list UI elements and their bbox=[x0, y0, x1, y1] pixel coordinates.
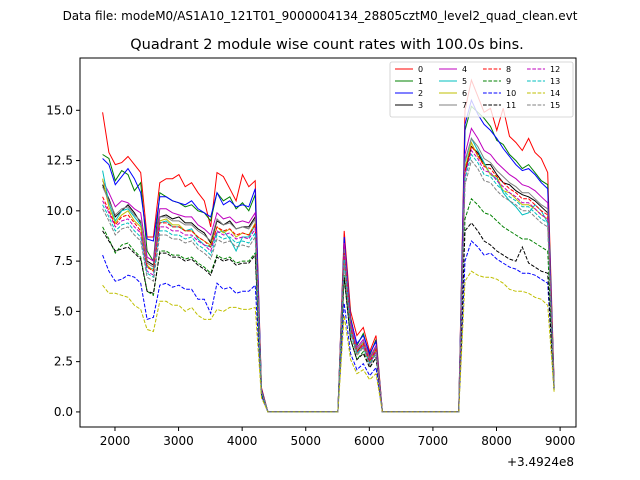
series-line-14 bbox=[102, 270, 555, 413]
x-offset-label: +3.4924e8 bbox=[507, 455, 574, 469]
legend-label-11: 11 bbox=[506, 101, 516, 110]
series-line-10 bbox=[102, 240, 555, 413]
legend-label-9: 9 bbox=[506, 77, 511, 86]
x-tick-label: 7000 bbox=[418, 434, 449, 448]
series-line-15 bbox=[102, 159, 555, 413]
legend-label-8: 8 bbox=[506, 65, 511, 74]
series-line-8 bbox=[102, 145, 555, 413]
x-tick-label: 2000 bbox=[100, 434, 131, 448]
x-tick-label: 3000 bbox=[163, 434, 194, 448]
y-tick-label: 7.5 bbox=[54, 254, 73, 268]
axes-frame bbox=[79, 57, 577, 428]
x-axis: 2000 3000 4000 5000 6000 7000 8000 9000 bbox=[100, 427, 576, 448]
x-tick-label: 9000 bbox=[545, 434, 576, 448]
y-tick-label: 5.0 bbox=[54, 304, 73, 318]
chart-suptitle: Data file: modeM0/AS1A10_121T01_90000041… bbox=[63, 9, 578, 23]
legend-label-6: 6 bbox=[462, 89, 467, 98]
legend-label-2: 2 bbox=[418, 89, 423, 98]
legend-label-7: 7 bbox=[462, 101, 467, 110]
series-line-13 bbox=[102, 153, 555, 413]
legend-label-3: 3 bbox=[418, 101, 423, 110]
series-line-9 bbox=[102, 197, 555, 413]
legend-label-4: 4 bbox=[462, 65, 467, 74]
series-line-12 bbox=[102, 149, 555, 413]
legend-box bbox=[389, 61, 574, 118]
chart-title: Quadrant 2 module wise count rates with … bbox=[130, 37, 524, 53]
legend-label-14: 14 bbox=[550, 89, 560, 98]
y-tick-label: 10.0 bbox=[46, 204, 73, 218]
x-tick-label: 4000 bbox=[227, 434, 258, 448]
y-tick-label: 12.5 bbox=[46, 154, 73, 168]
y-tick-label: 0.0 bbox=[54, 405, 73, 419]
legend-label-10: 10 bbox=[506, 89, 516, 98]
y-tick-label: 2.5 bbox=[54, 355, 73, 369]
x-tick-label: 8000 bbox=[481, 434, 512, 448]
x-tick-label: 6000 bbox=[354, 434, 385, 448]
x-tick-label: 5000 bbox=[290, 434, 321, 448]
legend-label-1: 1 bbox=[418, 77, 423, 86]
legend-label-13: 13 bbox=[550, 77, 560, 86]
series-line-0 bbox=[102, 78, 555, 413]
series-line-5 bbox=[102, 137, 555, 413]
series-lines bbox=[102, 78, 555, 413]
legend-label-5: 5 bbox=[462, 77, 467, 86]
y-axis: 0.0 2.5 5.0 7.5 10.0 12.5 15.0 bbox=[46, 103, 80, 419]
series-line-11 bbox=[102, 222, 555, 413]
legend-label-0: 0 bbox=[418, 65, 423, 74]
legend-label-12: 12 bbox=[550, 65, 560, 74]
y-tick-label: 15.0 bbox=[46, 103, 73, 117]
legend-label-15: 15 bbox=[550, 101, 560, 110]
series-line-3 bbox=[102, 145, 555, 413]
series-line-7 bbox=[102, 137, 555, 413]
